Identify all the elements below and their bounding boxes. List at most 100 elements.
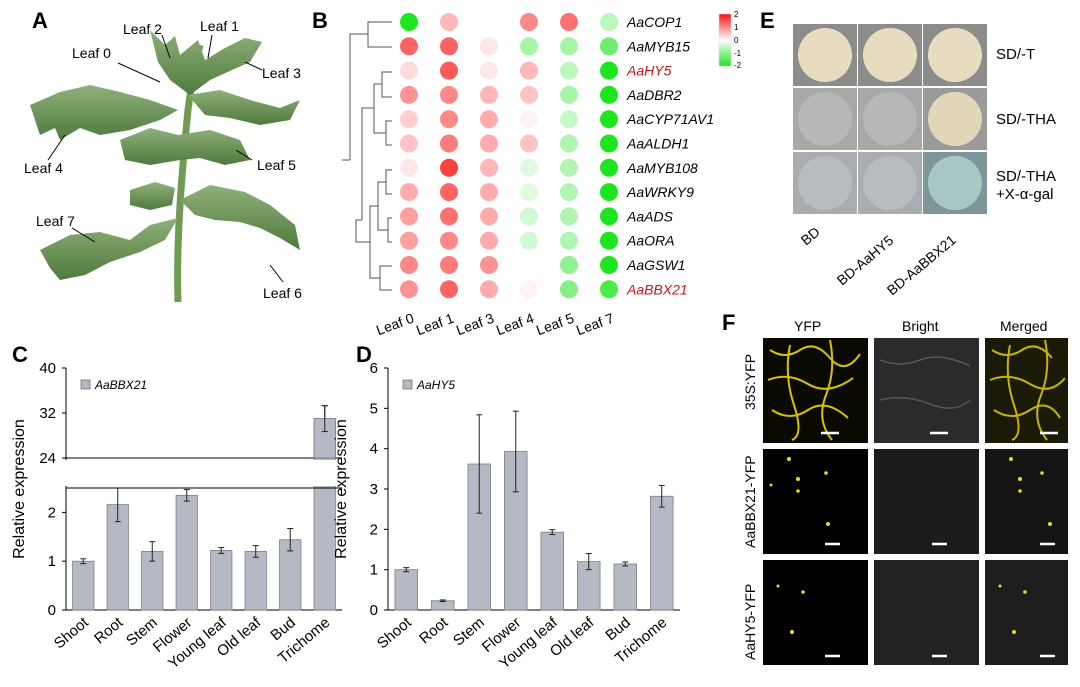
heat-cell	[560, 61, 578, 80]
y-axis-label: Relative expression	[11, 419, 28, 559]
panel-label-b: B	[312, 8, 328, 33]
leaf-label-5: Leaf 5	[257, 157, 296, 173]
sample-label: Leaf 4	[494, 310, 536, 338]
heat-cell	[480, 231, 498, 250]
leaf-label-2: Leaf 2	[123, 21, 162, 37]
dendrogram	[342, 21, 392, 291]
y-tick-label: 1	[370, 562, 378, 579]
leaf-label-3: Leaf 3	[262, 65, 301, 81]
gene-label: AaWRKY9	[626, 184, 694, 200]
heat-cell	[480, 280, 498, 299]
heat-cell	[600, 13, 618, 31]
heat-cell	[440, 61, 458, 80]
heat-cell	[480, 134, 498, 153]
y-tick-label: 32	[39, 405, 56, 422]
y-tick-label: 5	[370, 400, 378, 417]
bar	[431, 600, 455, 611]
heat-cell	[400, 207, 418, 226]
heat-cell	[480, 158, 498, 177]
sample-label: Leaf 0	[374, 310, 416, 338]
panel-label-f: F	[722, 310, 735, 335]
heat-cell	[440, 85, 458, 104]
heat-cell	[440, 280, 458, 299]
heat-cell	[480, 183, 498, 202]
heat-cell	[520, 13, 538, 31]
gene-label: AaORA	[626, 233, 674, 249]
heat-cell	[440, 207, 458, 226]
legend-label: AaBBX21	[94, 378, 147, 392]
heat-cell	[440, 256, 458, 274]
gene-label: AaADS	[626, 208, 674, 224]
heat-cell	[560, 158, 578, 177]
scale-tick: -1	[734, 49, 742, 58]
heat-cell	[480, 256, 498, 274]
gene-label: AaBBX21	[626, 281, 688, 297]
heat-cell	[400, 280, 418, 299]
heat-cell	[400, 158, 418, 177]
heat-cell	[480, 37, 498, 56]
y-tick-label: 0	[48, 602, 56, 619]
micro-column-merged: Merged	[1000, 318, 1047, 334]
leaf-label-0: Leaf 0	[72, 45, 111, 61]
micro-row-35s-yfp: 35S:YFP	[742, 354, 758, 410]
heat-cell	[400, 85, 418, 104]
heat-cell	[400, 183, 418, 202]
micro-column-yfp: YFP	[794, 318, 821, 334]
y-tick-label: 2	[370, 521, 378, 538]
y-tick-label: 2	[48, 504, 56, 521]
heat-cell	[600, 183, 618, 202]
heat-cell	[440, 158, 458, 177]
heat-cell	[440, 37, 458, 56]
scale-tick: 0	[734, 36, 739, 45]
heat-cell	[480, 110, 498, 129]
heatmap	[400, 13, 618, 299]
chart-aabbx21: Relative expression AaBBX21 0 1 2 24 32 40 Shoot…	[11, 360, 345, 672]
axis-break-gap	[60, 460, 345, 486]
panel-label-d: D	[356, 342, 372, 367]
y-tick-label: 4	[370, 441, 378, 458]
legend-swatch	[80, 379, 91, 390]
heat-cell	[520, 256, 538, 274]
construct-label-bd-aabbx21: BD-AaBBX21	[884, 231, 959, 298]
leaf-label-6: Leaf 6	[263, 285, 302, 301]
heat-cell	[520, 61, 538, 80]
heat-cell	[440, 183, 458, 202]
heat-cell	[480, 85, 498, 104]
heat-cell	[400, 134, 418, 153]
medium-label-sd-t: SD/-T	[996, 46, 1035, 63]
heat-cell	[480, 61, 498, 80]
legend-label: AaHY5	[416, 378, 455, 392]
bar	[650, 495, 674, 611]
heat-cell	[560, 183, 578, 202]
heat-cell	[560, 207, 578, 226]
gene-label: AaMYB15	[626, 38, 690, 54]
heat-cell	[560, 85, 578, 104]
heat-cell	[600, 280, 618, 299]
heat-cell	[400, 61, 418, 80]
panel-label-c: C	[12, 342, 28, 367]
heat-cell	[440, 231, 458, 250]
chart-aahy5: Relative expression AaHY5 0 1 2 3 4 5 6 Shoot Root…	[333, 360, 680, 672]
y-tick-label: 24	[39, 450, 56, 467]
medium-label-sd-tha-xgal: SD/-THA +X-α-gal	[996, 168, 1056, 203]
yeast-plates	[793, 24, 987, 214]
heat-cell	[600, 37, 618, 56]
heat-cell	[520, 37, 538, 56]
gene-label: AaALDH1	[626, 136, 689, 152]
scale-tick: 2	[734, 10, 739, 19]
heat-cell	[520, 183, 538, 202]
y-tick-label: 3	[370, 481, 378, 498]
heat-cell	[600, 134, 618, 153]
heat-cell	[520, 207, 538, 226]
category-label: Shoot	[374, 614, 416, 653]
construct-label-bd: BD	[798, 224, 823, 249]
heat-cell	[440, 110, 458, 129]
heat-cell	[440, 134, 458, 153]
heat-cell	[520, 134, 538, 153]
heat-cell	[400, 110, 418, 129]
bar	[613, 563, 637, 611]
microscopy-grid	[763, 338, 1068, 665]
leaf-label-1: Leaf 1	[200, 18, 239, 34]
heat-cell	[600, 256, 618, 274]
